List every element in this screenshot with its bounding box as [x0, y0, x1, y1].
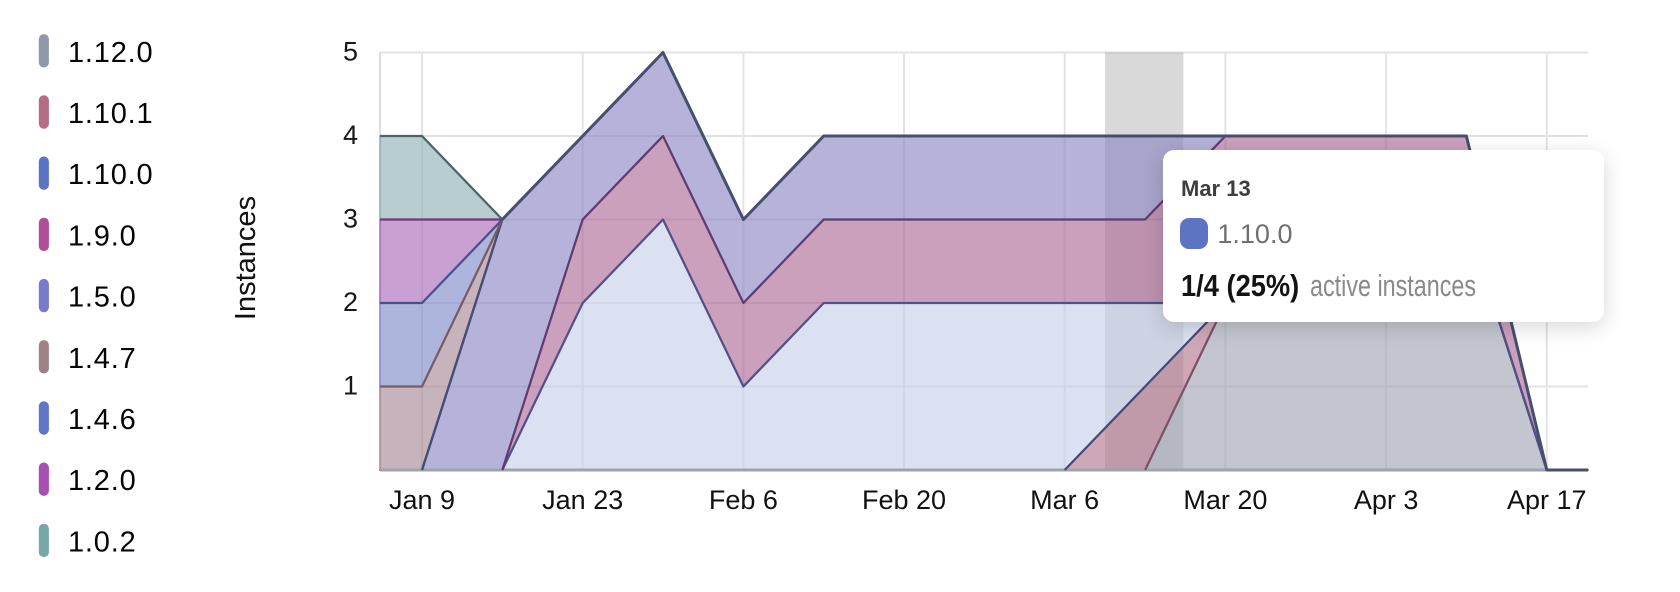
svg-text:1.4.6: 1.4.6 [68, 404, 137, 436]
svg-text:1.4.7: 1.4.7 [68, 343, 137, 375]
svg-text:1.10.0: 1.10.0 [68, 159, 153, 191]
svg-text:Feb 20: Feb 20 [862, 485, 946, 515]
svg-text:Feb 6: Feb 6 [709, 485, 778, 515]
svg-text:Apr 17: Apr 17 [1507, 485, 1587, 515]
svg-text:1: 1 [343, 371, 358, 401]
svg-text:Apr 3: Apr 3 [1354, 485, 1419, 515]
svg-text:Jan 23: Jan 23 [542, 485, 623, 515]
svg-text:3: 3 [343, 204, 358, 234]
svg-text:1.10.1: 1.10.1 [68, 98, 153, 130]
svg-text:2: 2 [343, 287, 358, 317]
svg-text:5: 5 [343, 37, 358, 67]
svg-text:Jan 9: Jan 9 [389, 485, 455, 515]
svg-text:1.2.0: 1.2.0 [68, 465, 137, 497]
svg-text:Mar 20: Mar 20 [1183, 485, 1267, 515]
svg-text:Mar 6: Mar 6 [1030, 485, 1099, 515]
svg-text:1.0.2: 1.0.2 [68, 526, 137, 558]
svg-text:4: 4 [343, 120, 358, 150]
svg-text:1.12.0: 1.12.0 [68, 37, 153, 69]
svg-text:1.5.0: 1.5.0 [68, 282, 137, 314]
svg-text:Instances: Instances [230, 196, 262, 320]
svg-text:1.9.0: 1.9.0 [68, 220, 137, 252]
